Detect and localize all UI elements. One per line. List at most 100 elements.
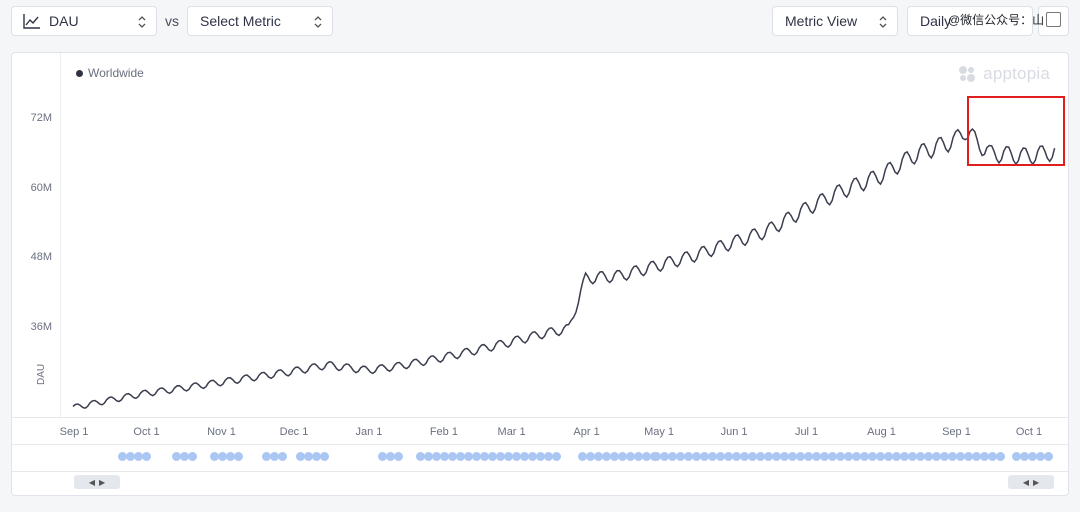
event-marker[interactable] (602, 452, 611, 461)
event-marker[interactable] (740, 452, 749, 461)
event-marker[interactable] (932, 452, 941, 461)
event-marker[interactable] (262, 452, 271, 461)
event-marker[interactable] (980, 452, 989, 461)
event-marker[interactable] (378, 452, 387, 461)
event-marker[interactable] (642, 452, 651, 461)
event-marker[interactable] (820, 452, 829, 461)
event-marker[interactable] (1028, 452, 1037, 461)
event-marker[interactable] (134, 452, 143, 461)
event-marker[interactable] (496, 452, 505, 461)
navigator-right-handle[interactable]: ◀ ▶ (1008, 475, 1054, 489)
event-marker[interactable] (594, 452, 603, 461)
event-marker[interactable] (844, 452, 853, 461)
event-marker[interactable] (748, 452, 757, 461)
event-marker[interactable] (440, 452, 449, 461)
event-marker[interactable] (916, 452, 925, 461)
event-marker[interactable] (972, 452, 981, 461)
event-marker[interactable] (118, 452, 127, 461)
event-marker[interactable] (700, 452, 709, 461)
event-marker[interactable] (788, 452, 797, 461)
event-marker[interactable] (218, 452, 227, 461)
event-marker[interactable] (618, 452, 627, 461)
event-marker[interactable] (552, 452, 561, 461)
event-marker[interactable] (876, 452, 885, 461)
event-marker[interactable] (142, 452, 151, 461)
event-marker[interactable] (692, 452, 701, 461)
event-marker[interactable] (480, 452, 489, 461)
event-marker[interactable] (432, 452, 441, 461)
event-marker[interactable] (964, 452, 973, 461)
event-marker[interactable] (732, 452, 741, 461)
event-marker[interactable] (210, 452, 219, 461)
event-marker[interactable] (652, 452, 661, 461)
event-marker[interactable] (828, 452, 837, 461)
event-marker[interactable] (448, 452, 457, 461)
event-marker[interactable] (676, 452, 685, 461)
event-marker[interactable] (610, 452, 619, 461)
event-marker[interactable] (684, 452, 693, 461)
event-marker[interactable] (464, 452, 473, 461)
navigator-left-handle[interactable]: ◀ ▶ (74, 475, 120, 489)
event-marker[interactable] (512, 452, 521, 461)
event-marker[interactable] (626, 452, 635, 461)
event-marker[interactable] (780, 452, 789, 461)
event-marker[interactable] (764, 452, 773, 461)
event-marker[interactable] (578, 452, 587, 461)
event-marker[interactable] (836, 452, 845, 461)
options-button[interactable] (1038, 6, 1069, 36)
event-marker[interactable] (756, 452, 765, 461)
event-marker[interactable] (1044, 452, 1053, 461)
event-marker[interactable] (312, 452, 321, 461)
event-marker[interactable] (924, 452, 933, 461)
event-marker[interactable] (528, 452, 537, 461)
event-marker[interactable] (772, 452, 781, 461)
event-marker[interactable] (270, 452, 279, 461)
event-marker[interactable] (900, 452, 909, 461)
event-marker[interactable] (296, 452, 305, 461)
secondary-metric-select[interactable]: Select Metric (187, 6, 333, 36)
event-marker[interactable] (520, 452, 529, 461)
event-marker[interactable] (544, 452, 553, 461)
event-marker[interactable] (226, 452, 235, 461)
granularity-select[interactable]: Daily (907, 6, 1033, 36)
event-marker[interactable] (996, 452, 1005, 461)
event-marker[interactable] (472, 452, 481, 461)
event-marker[interactable] (304, 452, 313, 461)
event-marker[interactable] (456, 452, 465, 461)
event-marker[interactable] (724, 452, 733, 461)
event-marker[interactable] (956, 452, 965, 461)
event-marker[interactable] (424, 452, 433, 461)
event-marker[interactable] (708, 452, 717, 461)
event-marker[interactable] (172, 452, 181, 461)
event-marker[interactable] (1012, 452, 1021, 461)
event-marker[interactable] (1036, 452, 1045, 461)
event-marker[interactable] (320, 452, 329, 461)
event-marker[interactable] (394, 452, 403, 461)
event-marker[interactable] (908, 452, 917, 461)
event-marker[interactable] (892, 452, 901, 461)
event-marker[interactable] (234, 452, 243, 461)
event-marker[interactable] (1020, 452, 1029, 461)
event-marker[interactable] (386, 452, 395, 461)
event-marker[interactable] (180, 452, 189, 461)
event-marker[interactable] (804, 452, 813, 461)
event-marker[interactable] (126, 452, 135, 461)
event-marker[interactable] (868, 452, 877, 461)
event-marker[interactable] (536, 452, 545, 461)
event-marker[interactable] (940, 452, 949, 461)
event-marker[interactable] (860, 452, 869, 461)
event-marker[interactable] (586, 452, 595, 461)
event-marker[interactable] (716, 452, 725, 461)
event-marker[interactable] (852, 452, 861, 461)
event-marker[interactable] (988, 452, 997, 461)
event-marker[interactable] (668, 452, 677, 461)
event-marker[interactable] (660, 452, 669, 461)
event-marker[interactable] (504, 452, 513, 461)
metric-view-select[interactable]: Metric View (772, 6, 898, 36)
event-marker[interactable] (188, 452, 197, 461)
event-marker[interactable] (948, 452, 957, 461)
event-marker[interactable] (812, 452, 821, 461)
event-marker[interactable] (278, 452, 287, 461)
event-marker[interactable] (796, 452, 805, 461)
legend[interactable]: Worldwide (76, 66, 144, 80)
